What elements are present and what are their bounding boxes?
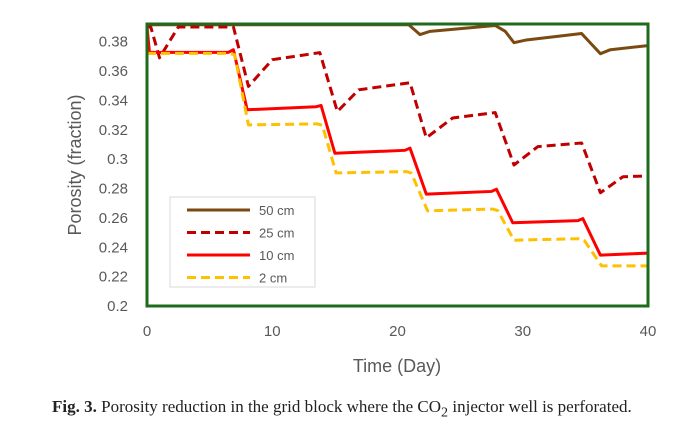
x-tick-label: 20 bbox=[389, 323, 406, 340]
legend-label: 10 cm bbox=[259, 248, 294, 263]
x-tick-label: 10 bbox=[264, 323, 281, 340]
series-line-50cm bbox=[147, 23, 649, 56]
y-tick-label: 0.3 bbox=[107, 151, 128, 168]
x-tick-labels: 0 10 20 30 40 bbox=[143, 323, 657, 340]
y-tick-label: 0.24 bbox=[99, 239, 128, 256]
caption-text: Porosity reduction in the grid block whe… bbox=[96, 397, 442, 416]
legend-label: 50 cm bbox=[259, 203, 294, 218]
x-tick-label: 30 bbox=[514, 323, 531, 340]
y-tick-label: 0.2 bbox=[107, 298, 128, 315]
y-tick-label: 0.26 bbox=[99, 210, 128, 227]
x-tick-label: 0 bbox=[143, 323, 151, 340]
caption-label: Fig. 3. bbox=[52, 397, 97, 416]
y-tick-label: 0.38 bbox=[99, 34, 128, 51]
plot-area-border bbox=[145, 22, 650, 308]
caption-text-end: injector well is perforated. bbox=[448, 397, 632, 416]
y-tick-labels: 0.2 0.22 0.24 0.26 0.28 0.3 0.32 0.34 0.36 0.38 bbox=[99, 34, 128, 315]
x-axis-title: Time (Day) bbox=[353, 356, 441, 376]
y-tick-label: 0.28 bbox=[99, 181, 128, 198]
y-tick-label: 0.22 bbox=[99, 269, 128, 286]
series-lines bbox=[145, 23, 649, 268]
caption-subscript: 2 bbox=[441, 404, 449, 421]
x-tick-label: 40 bbox=[640, 323, 657, 340]
y-tick-label: 0.34 bbox=[99, 92, 128, 109]
legend-label: 2 cm bbox=[259, 271, 287, 286]
y-tick-label: 0.36 bbox=[99, 63, 128, 80]
y-tick-label: 0.32 bbox=[99, 122, 128, 139]
y-axis-title: Porosity (fraction) bbox=[65, 94, 85, 235]
figure-caption: Fig. 3. Porosity reduction in the grid b… bbox=[52, 394, 672, 425]
legend-label: 25 cm bbox=[259, 226, 294, 241]
series-line-10cm bbox=[145, 26, 649, 257]
legend-box bbox=[169, 196, 316, 288]
series-line-2cm bbox=[147, 51, 648, 268]
legend: 50 cm 25 cm 10 cm 2 cm bbox=[169, 196, 316, 288]
